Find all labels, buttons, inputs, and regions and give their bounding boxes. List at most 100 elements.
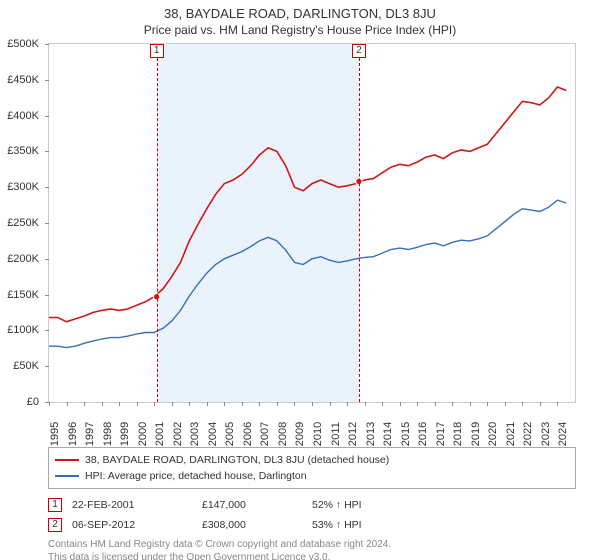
xtick (49, 402, 50, 406)
transaction-table: 1 22-FEB-2001 £147,000 52% ↑ HPI 2 06-SEP-201… (48, 495, 576, 535)
chart-svg (49, 44, 575, 402)
xtick (540, 402, 541, 406)
xtick-label: 2009 (295, 422, 307, 446)
xtick (470, 402, 471, 406)
ytick-label: £450K (0, 74, 39, 86)
xtick-label: 1995 (49, 422, 61, 446)
transaction-price: £308,000 (202, 519, 302, 531)
transaction-pct: 52% ↑ HPI (312, 499, 432, 511)
xtick-label: 2016 (417, 422, 429, 446)
xtick (505, 402, 506, 406)
transaction-row: 2 06-SEP-2012 £308,000 53% ↑ HPI (48, 515, 576, 535)
xtick (330, 402, 331, 406)
transaction-date: 06-SEP-2012 (72, 519, 192, 531)
xtick (67, 402, 68, 406)
legend-swatch (55, 459, 79, 461)
ytick-label: £500K (0, 38, 39, 50)
attribution: Contains HM Land Registry data © Crown c… (48, 539, 576, 560)
xtick-label: 2000 (137, 422, 149, 446)
legend-row: HPI: Average price, detached house, Darl… (55, 468, 569, 484)
xtick-label: 2007 (260, 422, 272, 446)
xtick (400, 402, 401, 406)
marker-vline (359, 58, 360, 402)
xtick-label: 2021 (505, 422, 517, 446)
ytick-label: £150K (0, 289, 39, 301)
transaction-marker: 1 (48, 498, 62, 512)
xtick-label: 2003 (190, 422, 202, 446)
xtick (189, 402, 190, 406)
xtick-label: 2002 (172, 422, 184, 446)
xtick-label: 2018 (453, 422, 465, 446)
xtick (365, 402, 366, 406)
page-title: 38, BAYDALE ROAD, DARLINGTON, DL3 8JU (0, 6, 600, 21)
xtick-label: 2019 (470, 422, 482, 446)
xtick-label: 2001 (154, 422, 166, 446)
xtick (487, 402, 488, 406)
xtick (172, 402, 173, 406)
series-property_price (49, 87, 566, 322)
ytick-label: £0 (0, 396, 39, 408)
xtick (119, 402, 120, 406)
ytick-label: £200K (0, 253, 39, 265)
transaction-row: 1 22-FEB-2001 £147,000 52% ↑ HPI (48, 495, 576, 515)
xtick-label: 1999 (119, 422, 131, 446)
xtick-label: 2006 (242, 422, 254, 446)
xtick-label: 2004 (207, 422, 219, 446)
xtick (312, 402, 313, 406)
xtick-label: 1997 (84, 422, 96, 446)
attribution-line: Contains HM Land Registry data © Crown c… (48, 539, 576, 552)
xtick (294, 402, 295, 406)
legend-label: HPI: Average price, detached house, Darl… (85, 470, 307, 482)
xtick (259, 402, 260, 406)
xtick (242, 402, 243, 406)
xtick (347, 402, 348, 406)
xtick (84, 402, 85, 406)
ytick-label: £300K (0, 181, 39, 193)
xtick-label: 2011 (329, 422, 341, 446)
xtick-label: 2010 (312, 422, 324, 446)
xtick-label: 2005 (225, 422, 237, 446)
xtick-label: 2017 (435, 422, 447, 446)
marker-vline (157, 58, 158, 402)
series-hpi_detached_darlington (49, 200, 566, 348)
xtick (207, 402, 208, 406)
xtick-label: 2023 (540, 422, 552, 446)
xtick-label: 2013 (365, 422, 377, 446)
ytick-label: £250K (0, 217, 39, 229)
transaction-date: 22-FEB-2001 (72, 499, 192, 511)
xtick-label: 2020 (488, 422, 500, 446)
xtick-label: 2024 (558, 422, 570, 446)
transaction-marker: 2 (48, 518, 62, 532)
transaction-price: £147,000 (202, 499, 302, 511)
legend-swatch (55, 475, 79, 477)
legend-row: 38, BAYDALE ROAD, DARLINGTON, DL3 8JU (d… (55, 452, 569, 468)
xtick (557, 402, 558, 406)
xtick (137, 402, 138, 406)
page-subtitle: Price paid vs. HM Land Registry's House … (0, 23, 600, 37)
marker-label: 2 (352, 44, 366, 58)
xtick-label: 2008 (277, 422, 289, 446)
legend: 38, BAYDALE ROAD, DARLINGTON, DL3 8JU (d… (48, 447, 576, 489)
xtick-label: 1998 (102, 422, 114, 446)
attribution-line: This data is licensed under the Open Gov… (48, 552, 576, 560)
ytick-label: £350K (0, 145, 39, 157)
ytick-label: £400K (0, 110, 39, 122)
xtick-label: 2014 (382, 422, 394, 446)
transaction-pct: 53% ↑ HPI (312, 519, 432, 531)
marker-label: 1 (150, 44, 164, 58)
ytick-label: £50K (0, 360, 39, 372)
legend-label: 38, BAYDALE ROAD, DARLINGTON, DL3 8JU (d… (85, 454, 389, 466)
xtick (435, 402, 436, 406)
xtick (417, 402, 418, 406)
xtick (522, 402, 523, 406)
ytick-label: £100K (0, 324, 39, 336)
xtick (154, 402, 155, 406)
xtick (382, 402, 383, 406)
xtick (277, 402, 278, 406)
xtick-label: 2022 (523, 422, 535, 446)
xtick (224, 402, 225, 406)
xtick-label: 2015 (400, 422, 412, 446)
xtick (102, 402, 103, 406)
xtick (452, 402, 453, 406)
xtick-label: 1996 (67, 422, 79, 446)
